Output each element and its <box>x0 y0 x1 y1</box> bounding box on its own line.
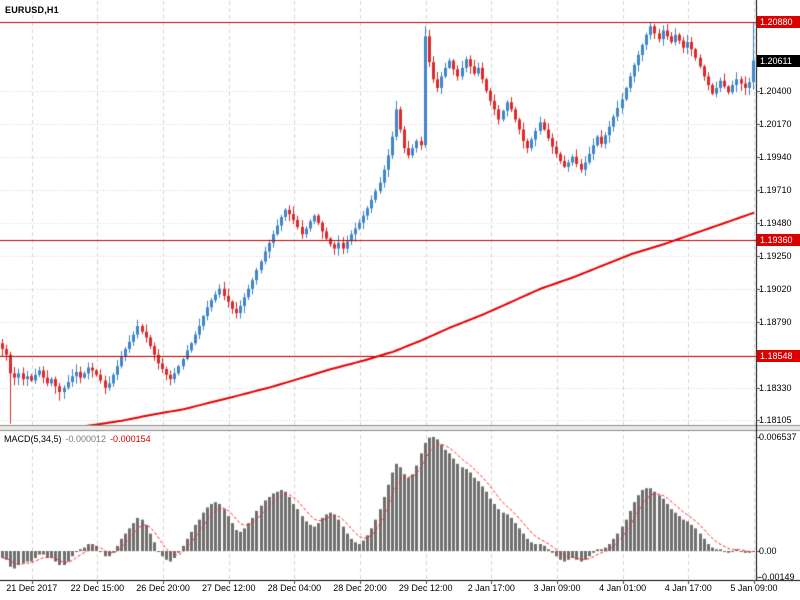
price-tick-label: 1.18790 <box>759 316 792 327</box>
price-tick-label: 1.20170 <box>759 118 792 129</box>
macd-tick-label: -0.00149 <box>759 572 795 583</box>
price-tick-label: 1.19020 <box>759 283 792 294</box>
price-tick-label: 1.19480 <box>759 217 792 228</box>
time-tick-label: 22 Dec 15:00 <box>70 583 125 593</box>
level-price-tag: 1.18548 <box>757 350 800 363</box>
symbol-timeframe-label: EURUSD,H1 <box>5 5 59 15</box>
macd-indicator-label: MACD(5,34,5) -0.000012 -0.000154 <box>4 434 151 444</box>
price-axis[interactable]: 1.20400 1.20170 1.19940 1.19710 1.19480 1.192… <box>757 0 800 583</box>
macd-tick-label: 0.00 <box>759 546 777 557</box>
time-tick-label: 26 Dec 20:00 <box>136 583 190 593</box>
macd-name-label: MACD(5,34,5) <box>4 434 62 444</box>
price-tick-label: 1.19250 <box>759 250 792 261</box>
price-tick-label: 1.18105 <box>759 414 792 425</box>
macd-tick-label: 0.006537 <box>759 431 797 442</box>
time-tick-label: 28 Dec 04:00 <box>267 583 322 593</box>
time-tick-label: 3 Jan 09:00 <box>533 583 581 593</box>
time-tick-label: 4 Jan 01:00 <box>599 583 647 593</box>
time-tick-label: 5 Jan 09:00 <box>730 583 778 593</box>
macd-signal-value: -0.000154 <box>110 434 151 444</box>
time-tick-label: 28 Dec 20:00 <box>333 583 387 593</box>
price-tick-label: 1.19940 <box>759 151 792 162</box>
macd-main-value: -0.000012 <box>65 434 107 444</box>
level-price-tag: 1.20880 <box>757 15 800 28</box>
time-tick-label: 29 Dec 12:00 <box>398 583 453 593</box>
time-tick-label: 27 Dec 12:00 <box>201 583 256 593</box>
time-tick-label: 21 Dec 2017 <box>6 583 58 593</box>
price-tick-label: 1.20400 <box>759 85 792 96</box>
time-tick-label: 4 Jan 17:00 <box>664 583 712 593</box>
time-axis[interactable]: 21 Dec 2017 22 Dec 15:00 26 Dec 20:00 27 De… <box>0 581 800 600</box>
time-tick-label: 2 Jan 17:00 <box>467 583 515 593</box>
price-tick-label: 1.19710 <box>759 184 792 195</box>
price-tick-label: 1.18330 <box>759 382 792 393</box>
current-price-tag: 1.20611 <box>757 54 800 67</box>
level-price-tag: 1.19360 <box>757 233 800 246</box>
